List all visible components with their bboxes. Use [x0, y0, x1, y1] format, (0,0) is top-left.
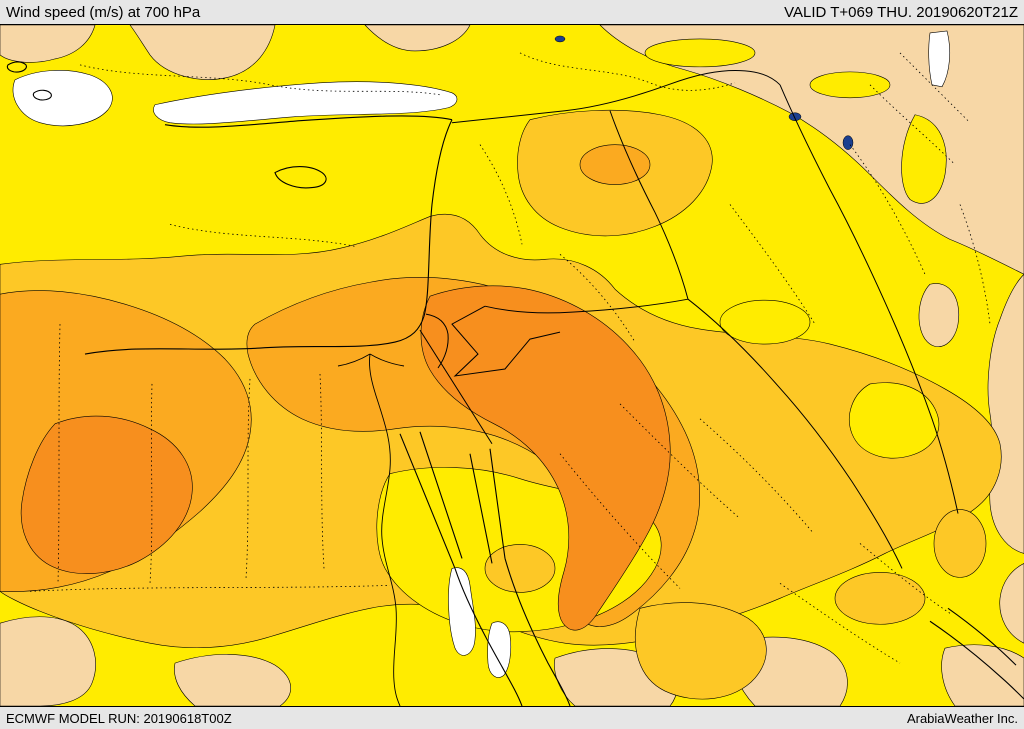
border-iraq-saudi — [687, 298, 903, 569]
coast-gulf-of-aqaba — [469, 448, 506, 564]
lake-icon — [554, 35, 566, 43]
admin-line — [79, 64, 441, 96]
coastline-layer — [6, 61, 1024, 706]
contour-gold-patch — [933, 509, 987, 578]
admin-line — [559, 254, 636, 343]
border-israel-jordan — [425, 313, 449, 369]
admin-line — [29, 584, 391, 592]
contour-yellow-hole — [901, 114, 947, 204]
contour-tan — [174, 654, 291, 706]
contour-tan — [999, 563, 1024, 644]
coast-persian-gulf — [929, 607, 1024, 700]
footer-bar: ECMWF MODEL RUN: 20190618T00Z ArabiaWeat… — [0, 707, 1024, 729]
brand-label: ArabiaWeather Inc. — [906, 710, 1018, 726]
admin-line — [319, 373, 325, 569]
contour-tan — [918, 283, 960, 347]
contour-tan — [129, 25, 276, 80]
border-jordan-iraq — [484, 298, 689, 314]
contour-yellow-hole — [644, 38, 756, 68]
admin-line — [619, 403, 741, 519]
border-israel-egypt — [419, 329, 493, 445]
wind-speed-map-svg — [0, 25, 1024, 706]
river-nile — [369, 353, 401, 706]
admin-line — [479, 144, 523, 245]
contour-tan — [599, 25, 1024, 275]
valid-time: VALID T+069 THU. 20190620T21Z — [784, 3, 1018, 21]
border-syria-iraq — [609, 110, 689, 300]
contour-orange-core-ne — [579, 144, 651, 185]
contour-yellow-hole — [809, 71, 891, 99]
coastline-turkey-south — [164, 115, 453, 128]
country-border-layer — [419, 69, 959, 569]
map-canvas — [0, 24, 1024, 707]
admin-line — [559, 453, 681, 589]
model-run-label: ECMWF MODEL RUN: 20190618T00Z — [6, 710, 232, 726]
contour-white-aegean — [12, 70, 113, 127]
contour-gold-inside-yellow — [484, 544, 556, 593]
contour-white-redsea-n — [448, 567, 476, 656]
contour-white-med — [153, 81, 458, 125]
admin-line — [245, 378, 251, 579]
contour-white-redsea-s — [487, 621, 512, 678]
admin-line — [519, 52, 736, 91]
border-iran-iraq — [779, 84, 959, 514]
tan-band-layer — [0, 25, 1024, 706]
contour-tan — [0, 616, 96, 706]
admin-line — [959, 204, 991, 325]
contour-yellow-hole — [719, 299, 811, 345]
coast-greek-islands — [6, 61, 52, 101]
contour-gold-patch — [635, 602, 767, 700]
admin-line — [869, 52, 971, 165]
white-band-layer — [12, 30, 951, 678]
map-title: Wind speed (m/s) at 700 hPa — [6, 3, 201, 21]
admin-line — [699, 418, 813, 532]
lake-icon — [842, 135, 854, 150]
lake-icon — [788, 112, 802, 121]
coast-gulf-of-suez — [399, 431, 463, 569]
admin-border-layer — [29, 52, 991, 664]
coastline-cyprus — [274, 166, 327, 189]
contour-white-caspian — [928, 30, 951, 88]
admin-line — [729, 204, 816, 325]
coastline-levant-egypt — [84, 119, 453, 355]
contour-tan — [941, 644, 1024, 706]
river-nile-delta — [337, 353, 405, 367]
admin-line — [779, 583, 901, 664]
contour-tan — [987, 273, 1024, 554]
contour-tan — [364, 25, 471, 52]
contour-yellow-hole — [849, 382, 940, 459]
admin-line — [149, 383, 153, 584]
coast-red-sea — [454, 558, 571, 706]
header-bar: Wind speed (m/s) at 700 hPa VALID T+069 … — [0, 0, 1024, 24]
contour-gold-patch — [834, 572, 926, 625]
contour-deep-orange-west — [20, 415, 193, 574]
border-jordan-saudi — [451, 305, 561, 377]
water-bodies-layer — [554, 35, 854, 150]
contour-tan — [0, 25, 96, 63]
admin-line — [57, 324, 61, 584]
border-turkey-south — [451, 69, 781, 124]
